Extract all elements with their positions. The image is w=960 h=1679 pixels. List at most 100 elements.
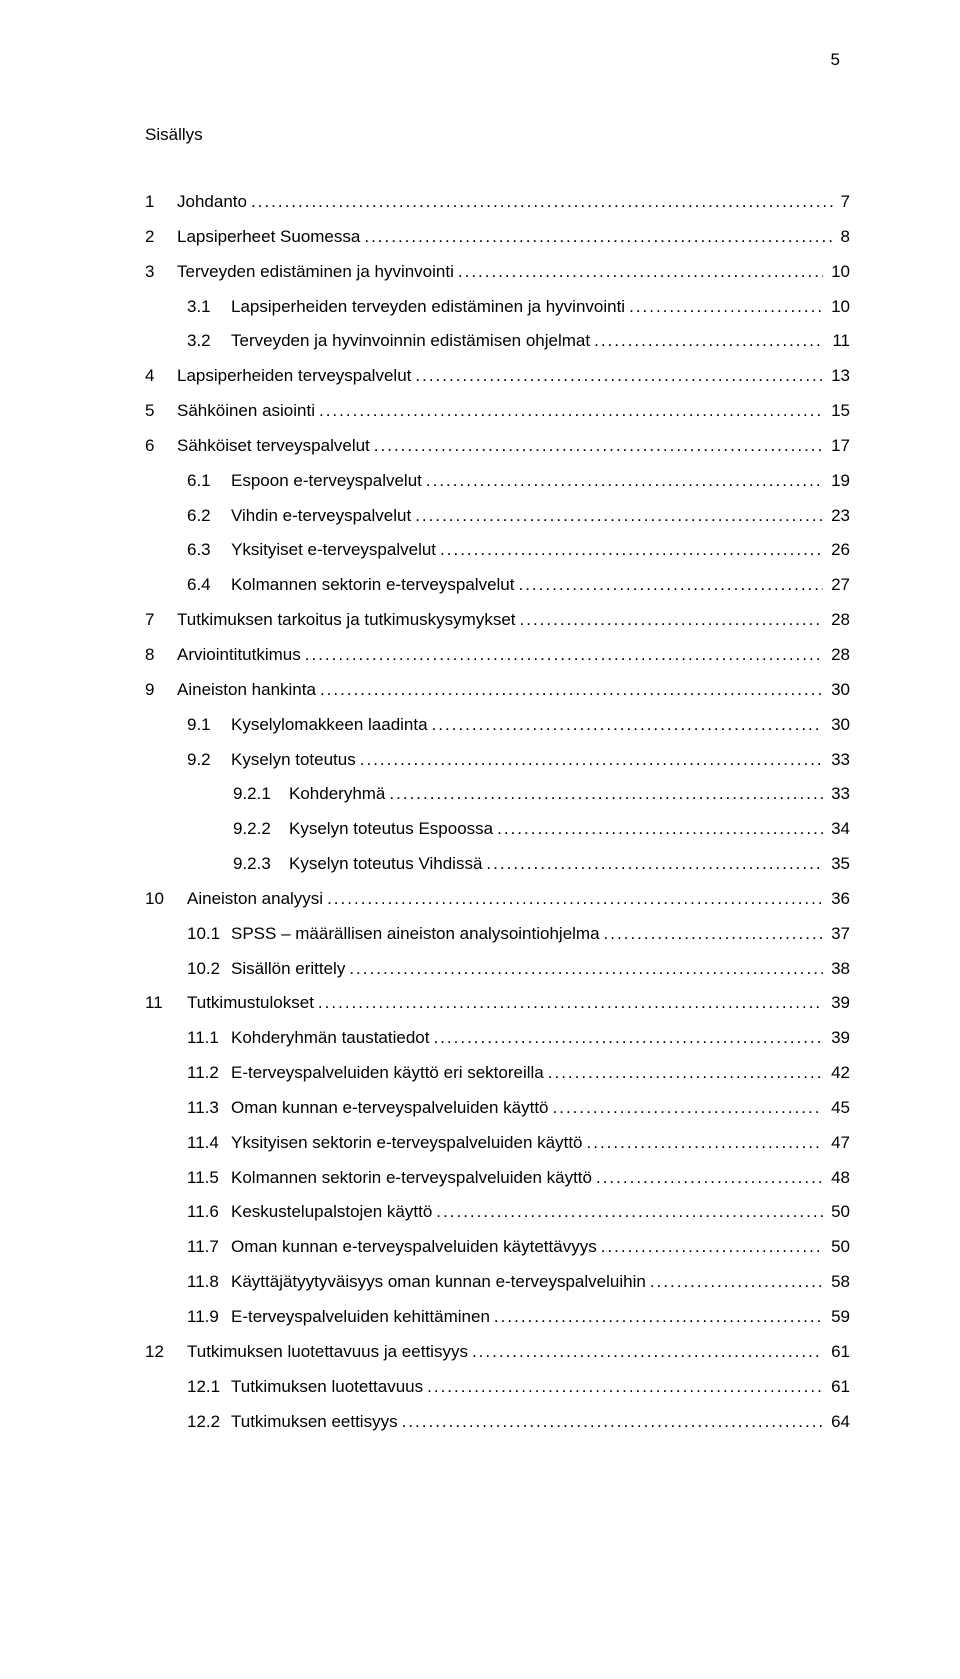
page: 5 Sisällys 1Johdanto72Lapsiperheet Suome… xyxy=(0,0,960,1679)
toc-entry-number: 10 xyxy=(145,882,187,917)
toc-entry-text: Tutkimuksen tarkoitus ja tutkimuskysymyk… xyxy=(177,603,516,638)
toc-entry-page: 39 xyxy=(827,986,850,1021)
toc-entry-text: Kyselyn toteutus xyxy=(231,743,356,778)
toc-entry-page: 11 xyxy=(828,324,850,359)
toc-entry-text: Keskustelupalstojen käyttö xyxy=(231,1195,432,1230)
toc-entry: 3Terveyden edistäminen ja hyvinvointi10 xyxy=(145,255,850,290)
toc-entry-number: 12 xyxy=(145,1335,187,1370)
toc-entry: 11.3Oman kunnan e-terveyspalveluiden käy… xyxy=(145,1091,850,1126)
toc-entry-number: 11.4 xyxy=(187,1126,231,1161)
toc-entry: 6.4Kolmannen sektorin e-terveyspalvelut2… xyxy=(145,568,850,603)
toc-entry-text: Oman kunnan e-terveyspalveluiden käytett… xyxy=(231,1230,597,1265)
toc-entry: 4Lapsiperheiden terveyspalvelut13 xyxy=(145,359,850,394)
toc-entry-page: 50 xyxy=(827,1195,850,1230)
toc-entry-page: 10 xyxy=(827,290,850,325)
toc-entry: 10.1SPSS – määrällisen aineiston analyso… xyxy=(145,917,850,952)
toc-entry-text: Vihdin e-terveyspalvelut xyxy=(231,499,411,534)
toc-entry-page: 42 xyxy=(827,1056,850,1091)
toc-entry-page: 26 xyxy=(827,533,850,568)
toc-entry-page: 33 xyxy=(827,743,850,778)
toc-entry-number: 2 xyxy=(145,220,177,255)
toc-entry: 11.2E-terveyspalveluiden käyttö eri sekt… xyxy=(145,1056,850,1091)
toc-entry-page: 48 xyxy=(827,1161,850,1196)
toc-entry-page: 50 xyxy=(827,1230,850,1265)
toc-entry-page: 37 xyxy=(827,917,850,952)
toc-leader-dots xyxy=(415,359,823,394)
toc-entry-page: 39 xyxy=(827,1021,850,1056)
toc-entry-text: Tutkimustulokset xyxy=(187,986,314,1021)
toc-leader-dots xyxy=(327,882,823,917)
toc-entry-text: SPSS – määrällisen aineiston analysointi… xyxy=(231,917,600,952)
toc-entry-number: 12.2 xyxy=(187,1405,231,1440)
toc-entry: 2Lapsiperheet Suomessa8 xyxy=(145,220,850,255)
toc-entry-number: 6.1 xyxy=(187,464,231,499)
toc-entry-page: 58 xyxy=(827,1265,850,1300)
toc-entry-page: 35 xyxy=(827,847,850,882)
toc-entry: 9.2.1Kohderyhmä33 xyxy=(145,777,850,812)
toc-entry-number: 7 xyxy=(145,603,177,638)
toc-leader-dots xyxy=(553,1091,824,1126)
toc-entry-number: 9.2.3 xyxy=(233,847,289,882)
toc-entry-text: Arviointitutkimus xyxy=(177,638,301,673)
toc-entry-page: 59 xyxy=(827,1300,850,1335)
toc-entry: 1Johdanto7 xyxy=(145,185,850,220)
toc-entry-page: 27 xyxy=(827,568,850,603)
toc-entry-text: Terveyden edistäminen ja hyvinvointi xyxy=(177,255,454,290)
toc-entry-number: 9.2.2 xyxy=(233,812,289,847)
toc-entry-page: 17 xyxy=(827,429,850,464)
toc-entry-text: Yksityisen sektorin e-terveyspalveluiden… xyxy=(231,1126,583,1161)
toc-entry-number: 11.9 xyxy=(187,1300,231,1335)
toc-leader-dots xyxy=(601,1230,823,1265)
toc-leader-dots xyxy=(548,1056,823,1091)
toc-entry-number: 11.6 xyxy=(187,1195,231,1230)
toc-entry-text: E-terveyspalveluiden kehittäminen xyxy=(231,1300,490,1335)
toc-leader-dots xyxy=(360,743,823,778)
toc-entry-text: Kolmannen sektorin e-terveyspalvelut xyxy=(231,568,514,603)
toc-leader-dots xyxy=(426,464,823,499)
toc-entry-page: 36 xyxy=(827,882,850,917)
toc-entry-page: 28 xyxy=(827,603,850,638)
page-number: 5 xyxy=(831,50,840,70)
toc-leader-dots xyxy=(427,1370,823,1405)
toc-entry: 6.3Yksityiset e-terveyspalvelut26 xyxy=(145,533,850,568)
toc-entry: 11Tutkimustulokset39 xyxy=(145,986,850,1021)
toc-entry-page: 23 xyxy=(827,499,850,534)
toc-entry-text: Sähköiset terveyspalvelut xyxy=(177,429,370,464)
toc-entry-number: 11.3 xyxy=(187,1091,231,1126)
toc-entry-text: Espoon e-terveyspalvelut xyxy=(231,464,422,499)
toc-leader-dots xyxy=(432,708,824,743)
toc-entry-number: 11.5 xyxy=(187,1161,231,1196)
toc-leader-dots xyxy=(594,324,824,359)
toc-entry-number: 9.2 xyxy=(187,743,231,778)
toc-entry-text: Käyttäjätyytyväisyys oman kunnan e-terve… xyxy=(231,1265,646,1300)
toc-entry-number: 9.2.1 xyxy=(233,777,289,812)
toc-entry-text: Kyselyn toteutus Vihdissä xyxy=(289,847,482,882)
toc-entry-page: 61 xyxy=(827,1370,850,1405)
toc-entry: 11.6Keskustelupalstojen käyttö 50 xyxy=(145,1195,850,1230)
toc-entry-number: 9 xyxy=(145,673,177,708)
toc-entry: 6Sähköiset terveyspalvelut17 xyxy=(145,429,850,464)
toc-entry-number: 3 xyxy=(145,255,177,290)
toc-entry-number: 4 xyxy=(145,359,177,394)
toc-leader-dots xyxy=(319,394,823,429)
toc-entry: 9.2.2Kyselyn toteutus Espoossa34 xyxy=(145,812,850,847)
toc-leader-dots xyxy=(440,533,823,568)
toc-entry: 10Aineiston analyysi36 xyxy=(145,882,850,917)
toc-leader-dots xyxy=(389,777,823,812)
toc-entry: 7Tutkimuksen tarkoitus ja tutkimuskysymy… xyxy=(145,603,850,638)
toc-entry-number: 3.2 xyxy=(187,324,231,359)
toc-entry-number: 10.1 xyxy=(187,917,231,952)
toc-leader-dots xyxy=(604,917,824,952)
toc-entry: 6.1Espoon e-terveyspalvelut 19 xyxy=(145,464,850,499)
toc-entry-page: 47 xyxy=(827,1126,850,1161)
toc-entry-number: 8 xyxy=(145,638,177,673)
toc-leader-dots xyxy=(433,1021,823,1056)
toc-leader-dots xyxy=(458,255,823,290)
toc-entry-page: 13 xyxy=(827,359,850,394)
toc-entry-page: 19 xyxy=(827,464,850,499)
toc-entry: 11.8Käyttäjätyytyväisyys oman kunnan e-t… xyxy=(145,1265,850,1300)
toc-entry-text: Kyselyn toteutus Espoossa xyxy=(289,812,493,847)
toc-entry: 9.2.3Kyselyn toteutus Vihdissä 35 xyxy=(145,847,850,882)
toc-entry-text: Yksityiset e-terveyspalvelut xyxy=(231,533,436,568)
toc-entry: 12Tutkimuksen luotettavuus ja eettisyys6… xyxy=(145,1335,850,1370)
